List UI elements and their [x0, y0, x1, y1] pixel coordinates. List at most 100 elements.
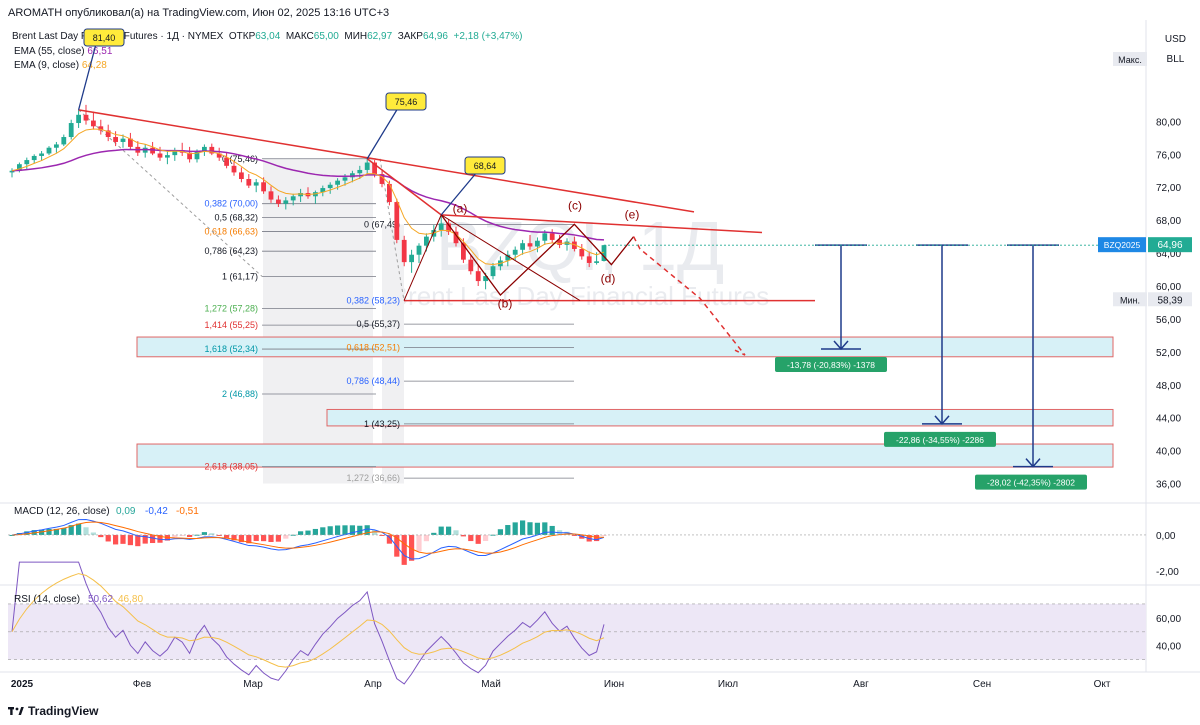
time-axis-label: Окт — [1094, 679, 1111, 690]
high-label: МАКС — [285, 31, 314, 42]
macd-histogram-bar — [460, 534, 466, 537]
rsi-value: 46,80 — [118, 594, 143, 605]
candle-body — [150, 147, 155, 154]
close-value: 64,96 — [422, 31, 448, 42]
macd-histogram-bar — [431, 532, 437, 535]
time-axis-label: Июн — [604, 679, 624, 690]
macd-histogram-bar — [113, 534, 119, 545]
candle-body — [17, 164, 22, 171]
fib-level-label: 0 (75,46) — [222, 154, 258, 164]
wave-label: (b) — [498, 296, 513, 310]
trend-line-lower-top — [441, 214, 763, 234]
time-axis-label: Авг — [853, 679, 869, 690]
target-zone — [326, 408, 1114, 427]
currency-label: USD — [1164, 34, 1186, 45]
macd-histogram-bar — [90, 532, 96, 535]
candle-body — [31, 155, 37, 161]
watermark-sub: Brent Last Day Financial Futures — [391, 281, 770, 311]
callout-box — [83, 28, 125, 47]
macd-histogram-bar — [150, 534, 156, 544]
publish-info: AROMATH опубликовал(а) на TradingView.co… — [8, 7, 390, 19]
candle-body — [364, 162, 370, 170]
candle-body — [542, 233, 548, 241]
candle-body — [505, 254, 511, 261]
macd-histogram-bar — [357, 525, 363, 535]
candle-body — [387, 183, 392, 203]
price-axis-tick: 52,00 — [1156, 348, 1181, 359]
fib-trend-line — [78, 109, 263, 277]
target-label: -22,86 (-34,55%) -2286 — [896, 435, 984, 445]
candle-body — [157, 153, 163, 158]
macd-histogram-bar — [364, 525, 370, 535]
candle-body — [91, 120, 96, 127]
ema55-legend[interactable]: EMA (55, close) 66,51 — [14, 46, 112, 57]
macd-histogram-bar — [98, 534, 104, 538]
callout-box — [464, 156, 506, 175]
candle-body — [357, 169, 363, 174]
macd-title: MACD (12, 26, close) — [14, 506, 110, 517]
macd-histogram-bar — [179, 534, 185, 536]
callout-label: 75,46 — [395, 97, 418, 107]
ema55-value: 66,51 — [87, 46, 113, 57]
macd-histogram-bar — [527, 522, 533, 535]
candle-body — [350, 173, 355, 178]
last-price-label: 64,96 — [1157, 240, 1182, 251]
macd-histogram-bar — [497, 529, 503, 535]
callout-pointer — [366, 107, 399, 160]
macd-histogram-bar — [83, 527, 89, 535]
candle-body — [46, 147, 52, 154]
macd-histogram-bar — [446, 526, 452, 535]
candle-body — [572, 241, 577, 249]
candle-body — [401, 239, 407, 263]
high-value: 65,00 — [313, 31, 339, 42]
price-axis-tick: 36,00 — [1156, 480, 1181, 491]
ema9-label: EMA (9, close) — [14, 60, 80, 71]
candle-body — [61, 137, 67, 145]
macd-histogram-bar — [409, 534, 415, 561]
ema55-label: EMA (55, close) — [14, 46, 85, 57]
fib-level-label: 2 (46,88) — [222, 389, 258, 399]
fib-level-label: 1,272 (36,66) — [346, 473, 400, 483]
candle-body — [446, 223, 451, 232]
macd-value: -0,42 — [145, 506, 168, 517]
target-label: -28,02 (-42,35%) -2802 — [987, 478, 1075, 488]
callout-pointer — [77, 43, 97, 111]
fib-level-label: 1 (43,25) — [364, 419, 400, 429]
macd-histogram-bar — [24, 531, 30, 535]
macd-histogram-bar — [416, 534, 422, 552]
candle-body — [76, 114, 81, 124]
macd-histogram-bar — [9, 534, 15, 536]
candle-body — [394, 202, 400, 240]
candle-body — [128, 138, 133, 147]
candle-body — [39, 153, 44, 156]
macd-histogram-bar — [268, 534, 274, 542]
price-axis-tick: 40,00 — [1156, 447, 1181, 458]
open-value: 63,04 — [255, 31, 281, 42]
fib-level-label: 0,786 (48,44) — [346, 376, 400, 386]
candle-body — [98, 126, 104, 131]
fib-level-label: 1,618 (52,34) — [204, 344, 258, 354]
time-axis-label: Июл — [718, 679, 738, 690]
candle-body — [216, 153, 222, 158]
candle-body — [54, 144, 59, 148]
time-axis-label: 2025 — [11, 679, 34, 690]
macd-histogram-bar — [372, 530, 378, 535]
time-axis-label: Сен — [973, 679, 991, 690]
candle-body — [165, 155, 170, 158]
macd-histogram-bar — [601, 534, 607, 536]
candle-body — [298, 192, 303, 197]
candle-body — [187, 152, 192, 160]
macd-histogram-bar — [542, 522, 548, 535]
macd-histogram-bar — [187, 534, 193, 538]
ema9-legend[interactable]: EMA (9, close) 64,28 — [14, 60, 107, 71]
macd-histogram-bar — [386, 534, 392, 544]
macd-histogram-bar — [335, 525, 341, 535]
candle-body — [490, 266, 496, 277]
ema9-value: 64,28 — [81, 60, 107, 71]
candle-body — [246, 179, 252, 186]
candle-body — [468, 259, 474, 272]
macd-histogram-bar — [327, 526, 333, 535]
macd-histogram-bar — [253, 534, 259, 541]
currency-selector[interactable]: USD BLL — [1165, 30, 1186, 70]
